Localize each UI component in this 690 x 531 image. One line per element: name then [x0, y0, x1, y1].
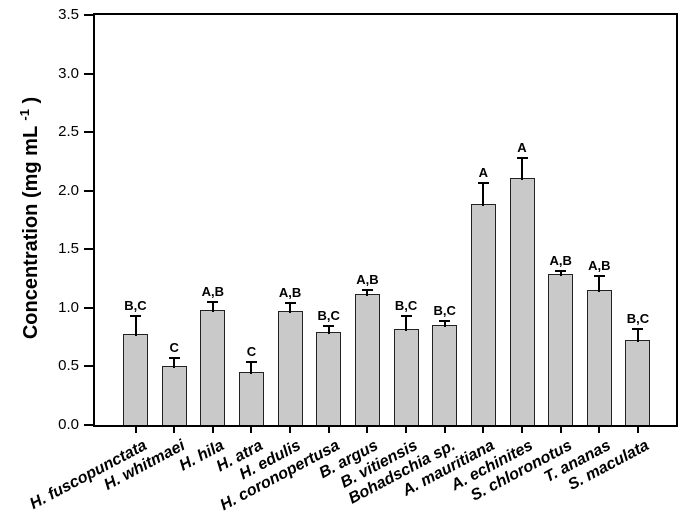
x-axis-tick	[173, 427, 176, 433]
bar	[470, 203, 496, 425]
y-axis-tick	[84, 72, 93, 75]
significance-label: A,B	[356, 272, 379, 288]
error-bar-cap	[245, 360, 257, 363]
significance-label: A,B	[201, 284, 224, 300]
error-bar	[598, 277, 601, 293]
x-axis-tick	[211, 427, 214, 433]
significance-label: B,C	[124, 298, 147, 314]
y-axis-title-close: )	[19, 96, 42, 110]
error-bar-cap	[632, 328, 644, 331]
error-bar	[405, 317, 408, 331]
bar	[393, 328, 419, 425]
bar	[548, 273, 574, 425]
bar	[277, 311, 303, 425]
y-axis-tick-label: 3.5	[58, 6, 79, 23]
error-bar-cap	[361, 289, 373, 292]
error-bar	[211, 303, 214, 313]
error-bar-cap	[168, 357, 180, 360]
y-axis-tick	[84, 365, 93, 368]
bar	[625, 339, 651, 425]
y-axis-tick-label: 1.5	[58, 240, 79, 258]
x-axis-tick	[134, 427, 137, 433]
bar	[123, 333, 148, 425]
bar	[161, 366, 187, 425]
x-axis-tick	[482, 427, 485, 433]
error-bar-cap	[593, 275, 605, 278]
x-axis-tick	[327, 427, 330, 433]
error-bar-cap	[516, 157, 528, 160]
significance-label: A,B	[278, 285, 302, 301]
x-axis-tick	[598, 427, 601, 433]
error-bar-cap	[439, 319, 451, 322]
significance-label: B,C	[317, 307, 340, 323]
y-axis-tick-label: 0.5	[58, 357, 79, 375]
significance-label: B,C	[394, 298, 418, 314]
error-bar	[521, 159, 523, 180]
error-bar-cap	[284, 302, 296, 305]
x-axis-tick	[289, 427, 292, 433]
error-bar	[482, 183, 485, 206]
x-axis-tick	[559, 427, 562, 433]
bar	[200, 310, 226, 425]
significance-label: B,C	[626, 311, 650, 327]
y-axis-tick	[84, 131, 93, 134]
bar	[509, 177, 535, 425]
x-axis-tick	[366, 427, 369, 433]
error-bar	[173, 359, 176, 369]
significance-label: C	[169, 340, 179, 356]
bar	[586, 290, 612, 425]
y-axis-title-superscript: -1	[17, 109, 33, 121]
error-bar	[366, 291, 369, 296]
bar	[432, 325, 458, 425]
error-bar-cap	[400, 315, 412, 318]
significance-label: A,B	[549, 252, 572, 268]
y-axis-tick	[84, 189, 93, 192]
error-bar	[250, 362, 253, 375]
significance-label: A,B	[588, 258, 611, 274]
x-axis-tick	[405, 427, 408, 433]
x-axis-tick	[443, 427, 446, 433]
y-axis-tick	[84, 14, 93, 16]
x-axis-tick	[250, 427, 253, 433]
error-bar-cap	[555, 269, 567, 272]
y-axis-tick-label: 2.5	[58, 123, 79, 141]
error-bar	[443, 321, 446, 328]
error-bar-cap	[130, 315, 141, 318]
x-axis-tick	[636, 427, 639, 433]
y-axis-tick-label: 1.0	[58, 298, 79, 316]
significance-label: A	[517, 140, 527, 156]
error-bar	[289, 304, 292, 314]
significance-label: C	[246, 343, 257, 359]
plot-area: 0.0 0.5 1.0 1.5 2.0 2.5 3.0 3.5 B,C H. fuscopunct…	[27, 6, 678, 514]
error-bar	[559, 271, 562, 276]
bar	[354, 293, 380, 425]
error-bar	[327, 326, 330, 335]
significance-label: A	[478, 164, 489, 180]
significance-label: B,C	[433, 302, 456, 318]
y-axis-tick	[84, 306, 93, 309]
y-axis-tick-label: 2.0	[58, 181, 79, 199]
bar	[316, 332, 342, 425]
error-bar-cap	[207, 301, 219, 304]
x-axis-tick	[521, 427, 523, 433]
y-axis-tick-label: 3.0	[58, 64, 79, 82]
error-bar-cap	[323, 324, 335, 327]
error-bar-cap	[477, 181, 489, 184]
y-axis-tick-label: 0.0	[58, 416, 79, 433]
error-bar	[636, 330, 639, 342]
y-axis-tick	[84, 248, 93, 251]
error-bar	[134, 317, 137, 336]
y-axis-tick	[84, 424, 93, 426]
bar	[238, 372, 264, 425]
